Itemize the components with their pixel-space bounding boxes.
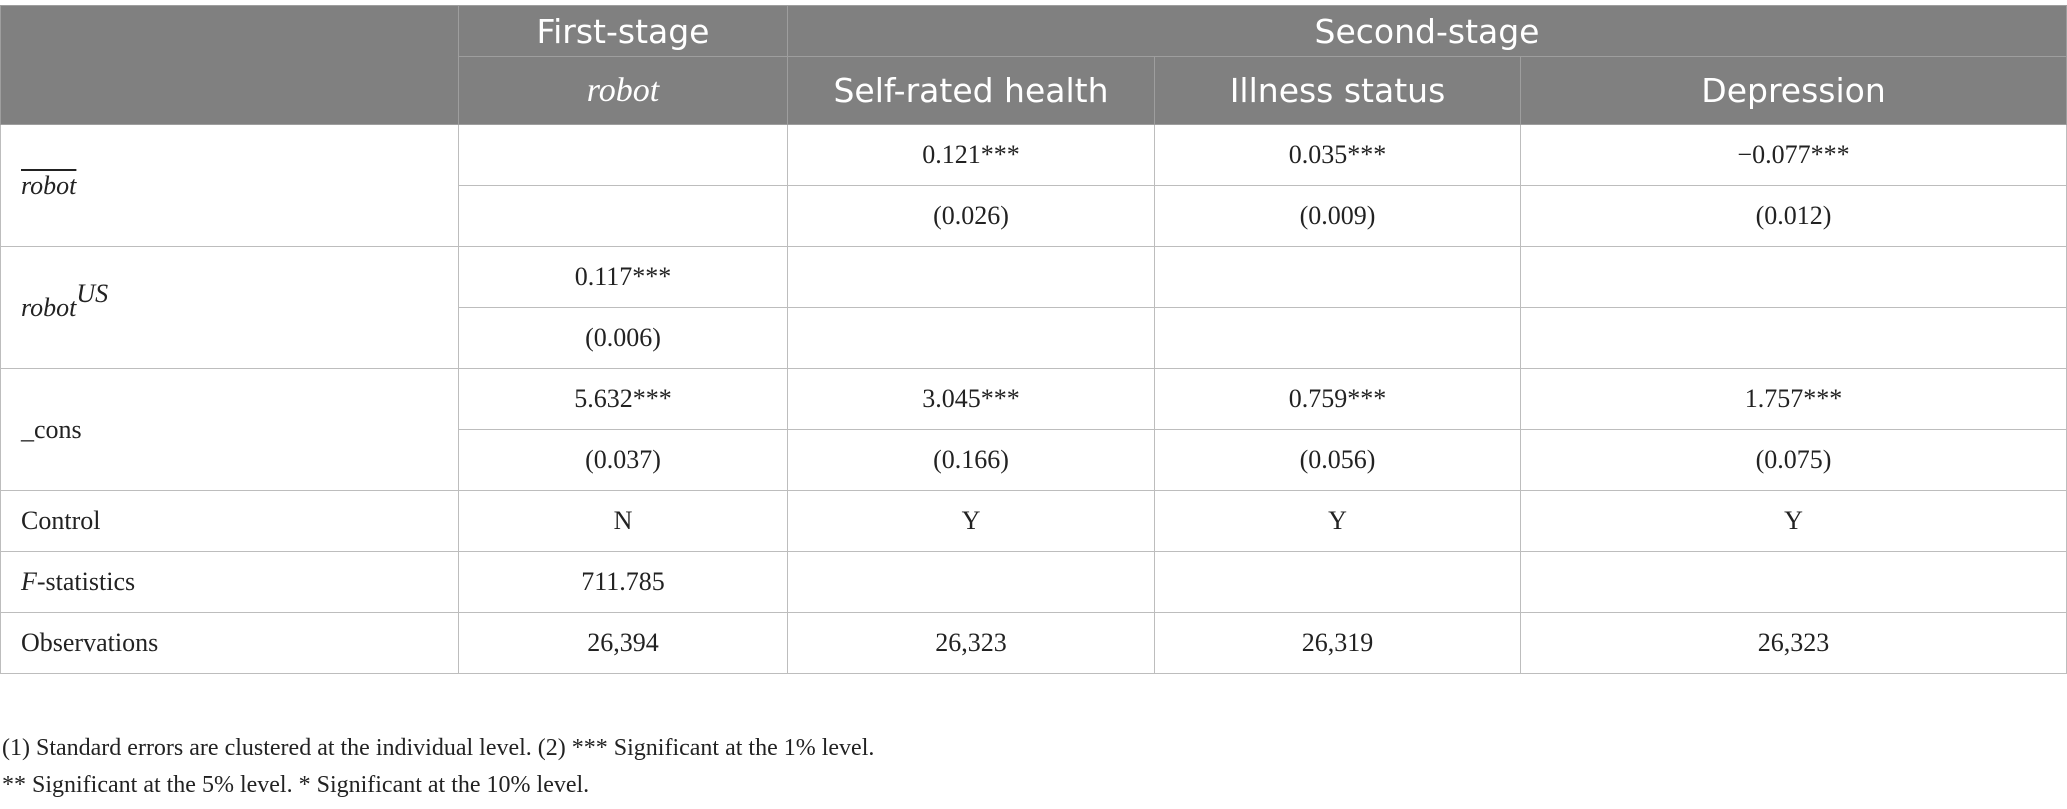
table-cell bbox=[1519, 551, 2067, 613]
table-cell: (0.026) bbox=[787, 185, 1155, 247]
table-cell bbox=[787, 551, 1155, 613]
header-first-stage: First-stage bbox=[458, 5, 788, 57]
table-cell: 0.759*** bbox=[1154, 368, 1521, 430]
table-cell: 1.757*** bbox=[1519, 368, 2067, 430]
table-cell bbox=[458, 185, 788, 247]
table-row: Observations 26,394 26,323 26,319 26,323 bbox=[0, 612, 2067, 674]
table-cell: N bbox=[458, 490, 788, 552]
table-cell: (0.056) bbox=[1154, 429, 1521, 491]
table-row: _cons 5.632*** 3.045*** 0.759*** 1.757**… bbox=[0, 368, 2067, 491]
table-cell: −0.077*** bbox=[1519, 124, 2067, 186]
row-label-f-statistics: F-statistics bbox=[0, 551, 459, 613]
table-cell: (0.037) bbox=[458, 429, 788, 491]
table-cell: (0.166) bbox=[787, 429, 1155, 491]
table-cell: 0.035*** bbox=[1154, 124, 1521, 186]
table-cell: 0.117*** bbox=[458, 246, 788, 308]
table-cell bbox=[1154, 246, 1521, 308]
note-line-2: ** Significant at the 5% level. * Signif… bbox=[2, 772, 590, 798]
table-cell: (0.006) bbox=[458, 307, 788, 369]
table-cell bbox=[458, 124, 788, 186]
header-second-stage: Second-stage bbox=[786, 5, 2067, 57]
header-row-stages: First-stage Second-stage bbox=[0, 5, 2067, 125]
table-cell bbox=[787, 307, 1155, 369]
table-cell: (0.009) bbox=[1154, 185, 1521, 247]
row-label-cons: _cons bbox=[0, 368, 459, 491]
table-row: robot 0.121*** 0.035*** −0.077*** bbox=[0, 124, 2067, 247]
note-line-1: (1) Standard errors are clustered at the… bbox=[2, 735, 875, 761]
table-cell bbox=[1519, 246, 2067, 308]
row-label-robot-us: robotUS bbox=[0, 246, 459, 369]
results-table-container: First-stage Second-stage robot Self-rate… bbox=[0, 5, 2067, 674]
table-cell: 26,323 bbox=[1519, 612, 2067, 674]
table-cell: 26,319 bbox=[1154, 612, 1521, 674]
header-robot: robot bbox=[458, 56, 788, 125]
table-row: robotUS 0.117*** bbox=[0, 246, 2067, 369]
header-self-rated-health: Self-rated health bbox=[787, 56, 1155, 125]
table-cell: (0.075) bbox=[1519, 429, 2067, 491]
table-row: (0.037) (0.166) (0.056) (0.075) bbox=[1, 429, 2067, 491]
table-cell: Y bbox=[787, 490, 1155, 552]
table-cell bbox=[787, 246, 1155, 308]
table-row: (0.026) (0.009) (0.012) bbox=[1, 185, 2067, 247]
table-cell: 3.045*** bbox=[787, 368, 1155, 430]
table-row: Control N Y Y Y bbox=[0, 490, 2067, 552]
header-illness-status: Illness status bbox=[1154, 56, 1521, 125]
table-cell: 26,323 bbox=[787, 612, 1155, 674]
table-cell bbox=[1154, 307, 1521, 369]
table-cell: 0.121*** bbox=[787, 124, 1155, 186]
table-cell: 5.632*** bbox=[458, 368, 788, 430]
table-row: (0.006) bbox=[1, 307, 2067, 369]
regression-results-table: First-stage Second-stage robot Self-rate… bbox=[0, 5, 2067, 674]
table-cell: 26,394 bbox=[458, 612, 788, 674]
header-empty-cell bbox=[0, 5, 459, 125]
table-row: F-statistics 711.785 bbox=[0, 551, 2067, 613]
header-depression: Depression bbox=[1519, 56, 2067, 125]
table-cell bbox=[1154, 551, 1521, 613]
row-label-control: Control bbox=[0, 490, 459, 552]
table-cell: Y bbox=[1154, 490, 1521, 552]
table-notes: (1) Standard errors are clustered at the… bbox=[2, 730, 874, 804]
table-cell: 711.785 bbox=[458, 551, 788, 613]
table-cell bbox=[1519, 307, 2067, 369]
row-label-robot-bar: robot bbox=[0, 124, 459, 247]
header-row-variables: robot Self-rated health Illness status D… bbox=[1, 56, 2067, 125]
row-label-observations: Observations bbox=[0, 612, 459, 674]
table-cell: Y bbox=[1519, 490, 2067, 552]
table-cell: (0.012) bbox=[1519, 185, 2067, 247]
